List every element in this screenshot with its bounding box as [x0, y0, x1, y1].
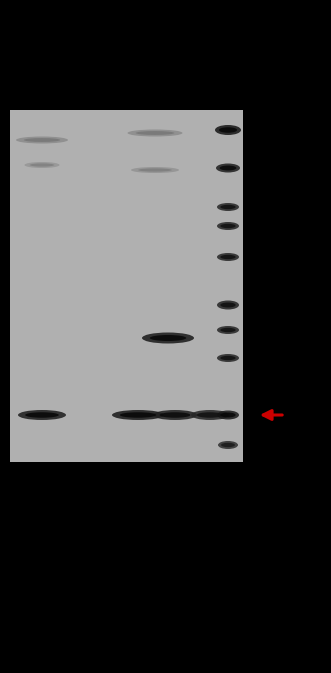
Ellipse shape [217, 411, 239, 419]
Ellipse shape [18, 410, 66, 420]
Ellipse shape [131, 167, 179, 173]
Ellipse shape [218, 441, 238, 449]
Ellipse shape [217, 203, 239, 211]
Ellipse shape [136, 131, 174, 135]
Ellipse shape [191, 410, 229, 420]
Ellipse shape [30, 164, 54, 167]
Ellipse shape [220, 255, 236, 259]
Ellipse shape [220, 356, 236, 360]
Ellipse shape [127, 129, 182, 137]
Ellipse shape [217, 301, 239, 310]
Ellipse shape [216, 164, 240, 172]
Ellipse shape [220, 328, 236, 332]
Ellipse shape [25, 413, 59, 418]
Ellipse shape [219, 127, 237, 133]
Ellipse shape [220, 303, 236, 308]
Ellipse shape [153, 410, 197, 420]
Ellipse shape [138, 168, 172, 172]
Ellipse shape [215, 125, 241, 135]
Ellipse shape [16, 137, 68, 143]
Ellipse shape [220, 413, 236, 417]
Ellipse shape [120, 413, 156, 418]
Ellipse shape [220, 205, 236, 209]
Ellipse shape [142, 332, 194, 343]
Ellipse shape [221, 443, 235, 447]
Ellipse shape [24, 162, 60, 168]
Bar [10, 110, 243, 462]
Ellipse shape [112, 410, 164, 420]
Ellipse shape [217, 222, 239, 230]
Ellipse shape [24, 138, 60, 142]
Ellipse shape [197, 413, 223, 418]
Ellipse shape [150, 335, 186, 341]
Ellipse shape [217, 326, 239, 334]
Ellipse shape [217, 354, 239, 362]
Ellipse shape [220, 224, 236, 228]
Ellipse shape [160, 413, 190, 418]
Ellipse shape [217, 253, 239, 261]
Ellipse shape [219, 166, 236, 170]
